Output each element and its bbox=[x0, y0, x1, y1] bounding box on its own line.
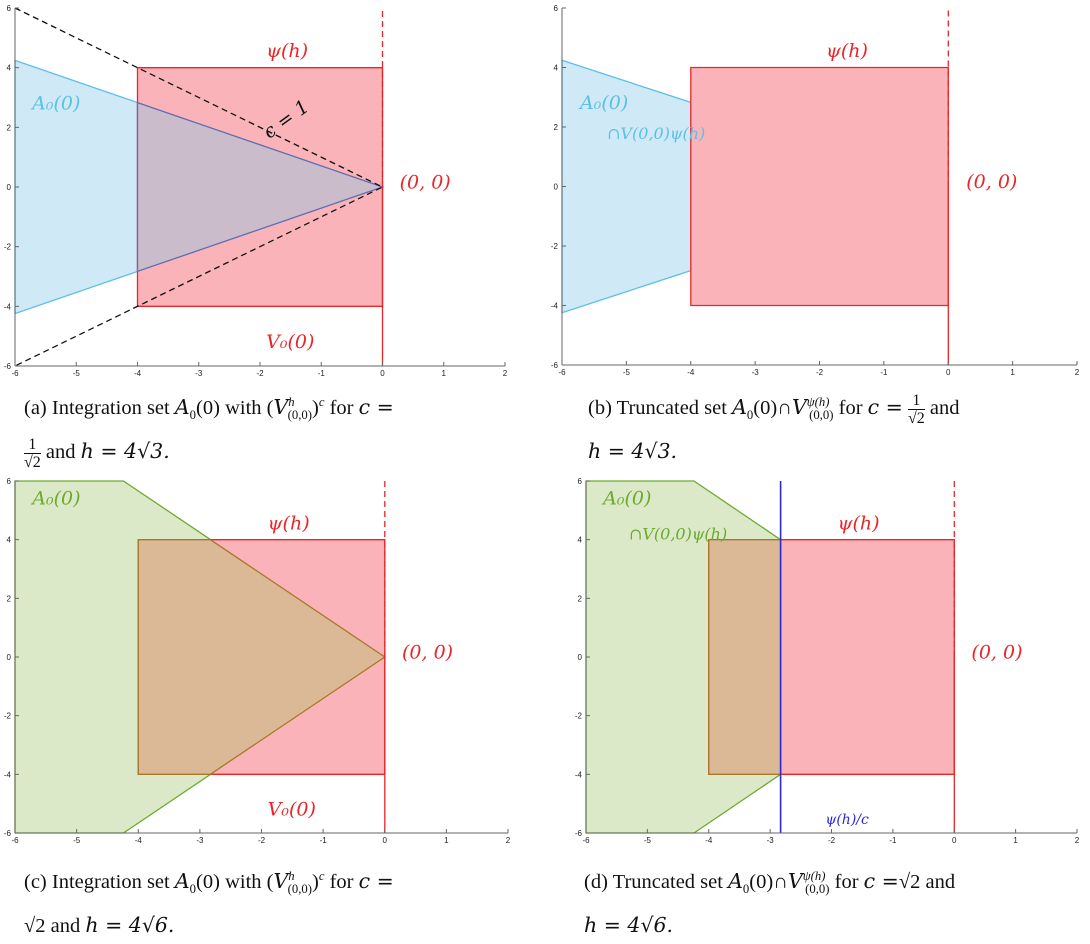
x-tick-label: -3 bbox=[195, 369, 203, 378]
y-tick-label: 2 bbox=[578, 594, 583, 603]
annotation: A₀(0) bbox=[30, 487, 80, 509]
x-tick-label: -3 bbox=[752, 368, 760, 377]
x-tick-label: -4 bbox=[135, 836, 143, 845]
region-overlap bbox=[137, 539, 386, 775]
y-tick-label: 4 bbox=[7, 64, 12, 73]
x-tick-label: -2 bbox=[258, 836, 266, 845]
x-tick-label: 2 bbox=[506, 836, 511, 845]
x-tick-label: -6 bbox=[558, 368, 566, 377]
x-tick-label: -6 bbox=[11, 369, 19, 378]
y-tick-label: -2 bbox=[4, 243, 12, 252]
y-tick-label: 6 bbox=[554, 4, 559, 13]
annotation: (0, 0) bbox=[400, 171, 451, 193]
annotation: A₀(0) bbox=[601, 487, 651, 509]
y-tick-label: 6 bbox=[578, 477, 583, 486]
x-tick-label: -4 bbox=[134, 369, 142, 378]
y-tick-label: 6 bbox=[7, 477, 12, 486]
region-overlap bbox=[136, 101, 385, 273]
y-tick-label: 0 bbox=[554, 183, 559, 192]
caption-a: (a) Integration set A0(0) with (Vh(0,0))… bbox=[24, 394, 394, 471]
y-tick-label: -2 bbox=[4, 712, 12, 721]
x-tick-label: 2 bbox=[1075, 368, 1080, 377]
panel-c: -6 -5 -4 -3 -2 -1 0 1 2 -6 -4 -2 0 2 4 6 A₀(0) ψ(h) (0, 0)… bbox=[0, 471, 545, 942]
x-tick-label: -3 bbox=[196, 836, 204, 845]
y-tick-label: -4 bbox=[575, 770, 583, 779]
x-tick-label: 2 bbox=[1075, 836, 1080, 845]
x-tick-label: -1 bbox=[880, 368, 888, 377]
y-tick-label: -6 bbox=[4, 362, 12, 371]
y-tick-label: 0 bbox=[578, 653, 583, 662]
y-tick-label: 0 bbox=[7, 653, 12, 662]
x-tick-label: -1 bbox=[320, 836, 328, 845]
x-tick-label: -5 bbox=[73, 836, 81, 845]
annotation: ψ(h) bbox=[266, 40, 308, 62]
x-tick-label: -1 bbox=[889, 836, 897, 845]
caption-b: (b) Truncated set A0(0)∩Vψ(h)(0,0) for c… bbox=[588, 391, 960, 463]
x-tick-label: 0 bbox=[952, 836, 957, 845]
x-tick-label: 1 bbox=[1013, 836, 1018, 845]
y-tick-label: -2 bbox=[575, 712, 583, 721]
y-tick-label: 2 bbox=[7, 123, 12, 132]
x-tick-label: -4 bbox=[705, 836, 713, 845]
y-tick-label: -4 bbox=[4, 770, 12, 779]
caption-c: (c) Integration set A0(0) with (Vh(0,0))… bbox=[24, 868, 394, 937]
y-tick-label: 4 bbox=[554, 64, 559, 73]
x-tick-label: -5 bbox=[623, 368, 631, 377]
x-tick-label: -2 bbox=[256, 369, 264, 378]
annotation: ψ(h) bbox=[826, 40, 868, 62]
annotation: ψ(h) bbox=[838, 512, 880, 534]
panel-b: -6 -5 -4 -3 -2 -1 0 1 2 -6 -4 -2 0 2 4 6 A₀(0) ∩V(0,0)ψ(h… bbox=[545, 0, 1090, 471]
annotation: (0, 0) bbox=[971, 641, 1022, 663]
annotation: ψ(h)/c bbox=[825, 812, 869, 828]
x-tick-label: -3 bbox=[767, 836, 775, 845]
line-cone bbox=[14, 7, 384, 367]
plot-c: -6 -5 -4 -3 -2 -1 0 1 2 -6 -4 -2 0 2 4 6 A₀(0) ψ(h) (0, 0)… bbox=[4, 477, 511, 845]
annotation: ∩V(0,0)ψ(h) bbox=[629, 525, 727, 544]
x-tick-label: 2 bbox=[503, 369, 508, 378]
x-tick-label: -6 bbox=[582, 836, 590, 845]
annotation: A₀(0) bbox=[30, 92, 80, 114]
x-tick-label: -5 bbox=[73, 369, 81, 378]
y-tick-label: 2 bbox=[7, 594, 12, 603]
x-tick-label: -6 bbox=[11, 836, 19, 845]
y-tick-label: 6 bbox=[7, 4, 12, 13]
x-tick-label: 0 bbox=[383, 836, 388, 845]
x-tick-label: -2 bbox=[828, 836, 836, 845]
y-tick-label: 2 bbox=[554, 123, 559, 132]
y-tick-label: -4 bbox=[4, 302, 12, 311]
annotation: A₀(0) bbox=[578, 92, 628, 114]
region-overlap bbox=[708, 539, 782, 775]
annotation: (0, 0) bbox=[402, 641, 453, 663]
annotation: (0, 0) bbox=[966, 171, 1017, 193]
y-tick-label: -4 bbox=[551, 302, 559, 311]
x-tick-label: 0 bbox=[380, 369, 385, 378]
x-tick-label: 1 bbox=[442, 369, 447, 378]
annotation: ∩V(0,0)ψ(h) bbox=[607, 124, 705, 143]
plot-d: -6 -5 -4 -3 -2 -1 0 1 2 -6 -4 -2 0 2 4 6 A₀(0) ∩V(0,0)ψ(h… bbox=[575, 477, 1080, 845]
y-tick-label: 4 bbox=[578, 536, 583, 545]
panel-a: -6 -5 -4 -3 -2 -1 0 1 2 -6 -4 -2 0 2 4 6 A₀(0) ψ(h) c = 1(… bbox=[0, 0, 545, 471]
x-tick-label: -2 bbox=[816, 368, 824, 377]
y-tick-label: -6 bbox=[4, 829, 12, 838]
x-tick-label: 1 bbox=[444, 836, 449, 845]
y-tick-label: 4 bbox=[7, 536, 12, 545]
y-tick-label: 0 bbox=[7, 183, 12, 192]
annotation: ψ(h) bbox=[268, 512, 310, 534]
x-tick-label: 1 bbox=[1010, 368, 1015, 377]
x-tick-label: -5 bbox=[644, 836, 652, 845]
annotation: V₀(0) bbox=[268, 798, 316, 820]
x-tick-label: 0 bbox=[946, 368, 951, 377]
y-tick-label: -2 bbox=[551, 242, 559, 251]
x-tick-label: -1 bbox=[318, 369, 326, 378]
y-tick-label: -6 bbox=[551, 361, 559, 370]
region-V0 bbox=[690, 66, 949, 307]
y-tick-label: -6 bbox=[575, 829, 583, 838]
panel-d: -6 -5 -4 -3 -2 -1 0 1 2 -6 -4 -2 0 2 4 6 A₀(0) ∩V(0,0)ψ(h… bbox=[545, 471, 1090, 942]
plot-b: -6 -5 -4 -3 -2 -1 0 1 2 -6 -4 -2 0 2 4 6 A₀(0) ∩V(0,0)ψ(h… bbox=[551, 4, 1080, 377]
annotation: V₀(0) bbox=[266, 331, 314, 353]
caption-d: (d) Truncated set A0(0)∩Vψ(h)(0,0) for c… bbox=[584, 868, 956, 937]
x-tick-label: -4 bbox=[687, 368, 695, 377]
